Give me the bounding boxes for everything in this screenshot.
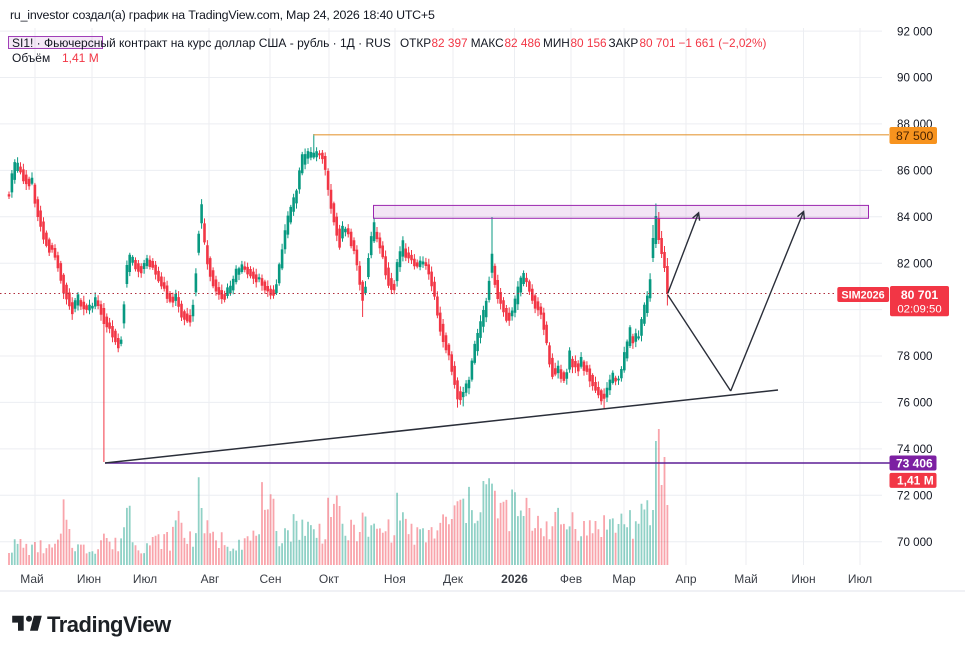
svg-text:80 701: 80 701 [901, 288, 938, 302]
svg-text:SIM2026: SIM2026 [841, 290, 884, 302]
svg-text:Авг: Авг [201, 572, 220, 586]
svg-text:МИН: МИН [543, 36, 570, 50]
svg-text:Июн: Июн [791, 572, 815, 586]
svg-text:1,41 М: 1,41 М [897, 474, 934, 488]
svg-text:Апр: Апр [675, 572, 697, 586]
svg-text:80 156: 80 156 [571, 36, 608, 50]
svg-text:Май: Май [734, 572, 758, 586]
svg-text:Дек: Дек [443, 572, 464, 586]
svg-text:Июл: Июл [848, 572, 872, 586]
svg-text:SI1! · Фьючерсный контракт на: SI1! · Фьючерсный контракт на курс долла… [12, 36, 391, 50]
svg-text:84 000: 84 000 [897, 211, 932, 224]
svg-text:ОТКР: ОТКР [400, 36, 431, 50]
svg-text:74 000: 74 000 [897, 443, 932, 456]
svg-text:Сен: Сен [260, 572, 282, 586]
svg-text:02:09:50: 02:09:50 [897, 304, 941, 316]
svg-text:Июл: Июл [133, 572, 157, 586]
svg-text:−1 661 (−2,02%): −1 661 (−2,02%) [679, 36, 767, 50]
svg-text:ru_investor создал(а) график н: ru_investor создал(а) график на TradingV… [10, 8, 435, 22]
svg-text:2026: 2026 [501, 572, 528, 586]
svg-text:1,41 М: 1,41 М [62, 51, 99, 65]
svg-text:ЗАКР: ЗАКР [609, 36, 639, 50]
svg-text:Июн: Июн [77, 572, 101, 586]
svg-text:80 701: 80 701 [640, 36, 676, 50]
svg-text:82 000: 82 000 [897, 257, 932, 270]
svg-text:Ноя: Ноя [384, 572, 406, 586]
svg-text:МАКС: МАКС [471, 36, 504, 50]
svg-text:72 000: 72 000 [897, 490, 932, 503]
svg-text:76 000: 76 000 [897, 397, 932, 410]
svg-text:87 500: 87 500 [896, 129, 933, 143]
svg-text:Объём: Объём [12, 51, 50, 65]
svg-text:Мар: Мар [612, 572, 636, 586]
svg-text:78 000: 78 000 [897, 350, 932, 363]
svg-text:Фев: Фев [560, 572, 582, 586]
svg-text:70 000: 70 000 [897, 536, 932, 549]
svg-text:Май: Май [20, 572, 44, 586]
svg-text:82 486: 82 486 [505, 36, 542, 50]
svg-text:TradingView: TradingView [47, 612, 172, 637]
svg-text:92 000: 92 000 [897, 25, 932, 38]
svg-text:Окт: Окт [319, 572, 340, 586]
svg-text:82 397: 82 397 [432, 36, 468, 50]
svg-text:73 406: 73 406 [896, 456, 933, 470]
svg-text:86 000: 86 000 [897, 165, 932, 178]
svg-text:90 000: 90 000 [897, 72, 932, 85]
